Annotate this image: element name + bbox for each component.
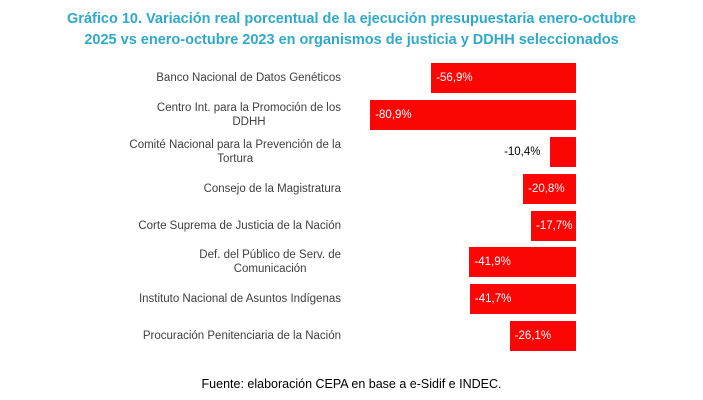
category-label: Banco Nacional de Datos Genéticos	[156, 72, 341, 85]
chart-row: Procuración Penitenciaria de la Nación -2…	[0, 318, 576, 355]
value-label: -10,4%	[504, 145, 541, 158]
category-label: Def. del Público de Serv. de Comunicación	[199, 249, 341, 276]
category-label-cell: Procuración Penitenciaria de la Nación	[0, 318, 347, 355]
plot-cell: -41,9%	[347, 244, 576, 281]
value-label: -17,7%	[536, 219, 573, 232]
bar: -26,1%	[509, 320, 576, 351]
chart-row: Comité Nacional para la Prevención de la…	[0, 134, 576, 171]
plot-cell: -80,9%	[347, 97, 576, 134]
bar: -20,8%	[523, 173, 576, 204]
category-label: Comité Nacional para la Prevención de la…	[129, 138, 341, 165]
category-label: Centro Int. para la Promoción de los DDHH	[156, 102, 341, 129]
plot-cell: -26,1%	[347, 318, 576, 355]
category-label-cell: Instituto Nacional de Asuntos Indígenas	[0, 281, 347, 318]
category-label-cell: Def. del Público de Serv. de Comunicación	[0, 244, 347, 281]
bar-chart: Banco Nacional de Datos Genéticos -56,9% C…	[0, 60, 576, 354]
chart-row: Corte Suprema de Justicia de la Nación -1…	[0, 207, 576, 244]
bar: -41,7%	[469, 284, 576, 315]
chart-row: Instituto Nacional de Asuntos Indígenas -…	[0, 281, 576, 318]
value-label: -80,9%	[375, 109, 412, 122]
chart-title-line-2: 2025 vs enero-octubre 2023 en organismos…	[84, 32, 619, 48]
plot-cell: -56,9%	[347, 60, 576, 97]
bar: -17,7%	[531, 210, 576, 241]
chart-title: Gráfico 10. Variación real porcentual de…	[0, 9, 703, 51]
category-label: Instituto Nacional de Asuntos Indígenas	[138, 293, 341, 306]
plot-cell: -41,7%	[347, 281, 576, 318]
category-label: Procuración Penitenciaria de la Nación	[142, 329, 341, 342]
plot-cell: -20,8%	[347, 170, 576, 207]
chart-title-line-1: Gráfico 10. Variación real porcentual de…	[67, 11, 636, 27]
bar	[549, 136, 576, 167]
bar: -41,9%	[469, 247, 576, 278]
chart-row: Consejo de la Magistratura -20,8%	[0, 170, 576, 207]
category-label: Consejo de la Magistratura	[203, 182, 341, 195]
value-label: -41,7%	[474, 293, 512, 306]
category-label: Corte Suprema de Justicia de la Nación	[138, 219, 341, 232]
category-label-cell: Comité Nacional para la Prevención de la…	[0, 134, 347, 171]
category-label-cell: Corte Suprema de Justicia de la Nación	[0, 207, 347, 244]
bar: -80,9%	[370, 100, 576, 131]
bar: -56,9%	[431, 63, 576, 94]
value-label: -41,9%	[474, 256, 511, 269]
value-label: -26,1%	[514, 329, 552, 342]
chart-row: Banco Nacional de Datos Genéticos -56,9%	[0, 60, 576, 97]
chart-row: Def. del Público de Serv. de Comunicación…	[0, 244, 576, 281]
plot-cell: -17,7%	[347, 207, 576, 244]
category-label-cell: Consejo de la Magistratura	[0, 170, 347, 207]
source-note: Fuente: elaboración CEPA en base a e-Sid…	[201, 377, 502, 391]
value-label: -20,8%	[528, 182, 565, 195]
chart-row: Centro Int. para la Promoción de los DDHH…	[0, 97, 576, 134]
plot-cell: -10,4%	[347, 134, 576, 171]
category-label-cell: Banco Nacional de Datos Genéticos	[0, 60, 347, 97]
category-label-cell: Centro Int. para la Promoción de los DDHH	[0, 97, 347, 134]
value-label: -56,9%	[436, 72, 473, 85]
